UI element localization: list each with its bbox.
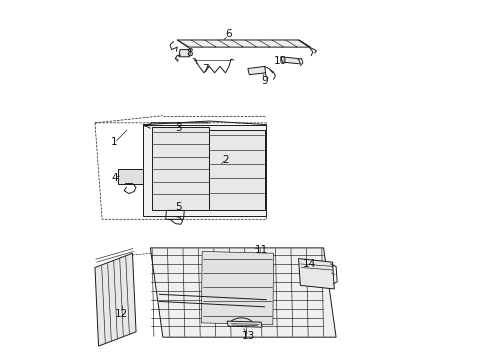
Polygon shape [152,127,209,210]
Text: 3: 3 [175,123,182,133]
Polygon shape [143,125,267,216]
Polygon shape [150,248,336,337]
Polygon shape [298,258,334,289]
Text: 1: 1 [111,138,118,148]
Text: 4: 4 [111,173,118,183]
Polygon shape [281,57,300,64]
Polygon shape [177,40,309,47]
Text: 8: 8 [186,48,193,58]
Polygon shape [227,321,262,327]
Polygon shape [118,169,143,184]
Polygon shape [248,66,266,75]
Text: 14: 14 [303,259,316,269]
Text: 9: 9 [261,76,268,86]
Text: 12: 12 [115,309,128,319]
Text: 10: 10 [274,57,287,66]
Polygon shape [179,50,191,57]
Polygon shape [95,253,136,346]
Text: 13: 13 [242,332,255,342]
Polygon shape [201,251,273,325]
Polygon shape [209,130,265,210]
Text: 5: 5 [175,202,182,212]
Text: 11: 11 [254,245,268,255]
Text: 7: 7 [202,64,209,74]
Text: 2: 2 [222,156,229,165]
Text: 6: 6 [225,29,232,39]
